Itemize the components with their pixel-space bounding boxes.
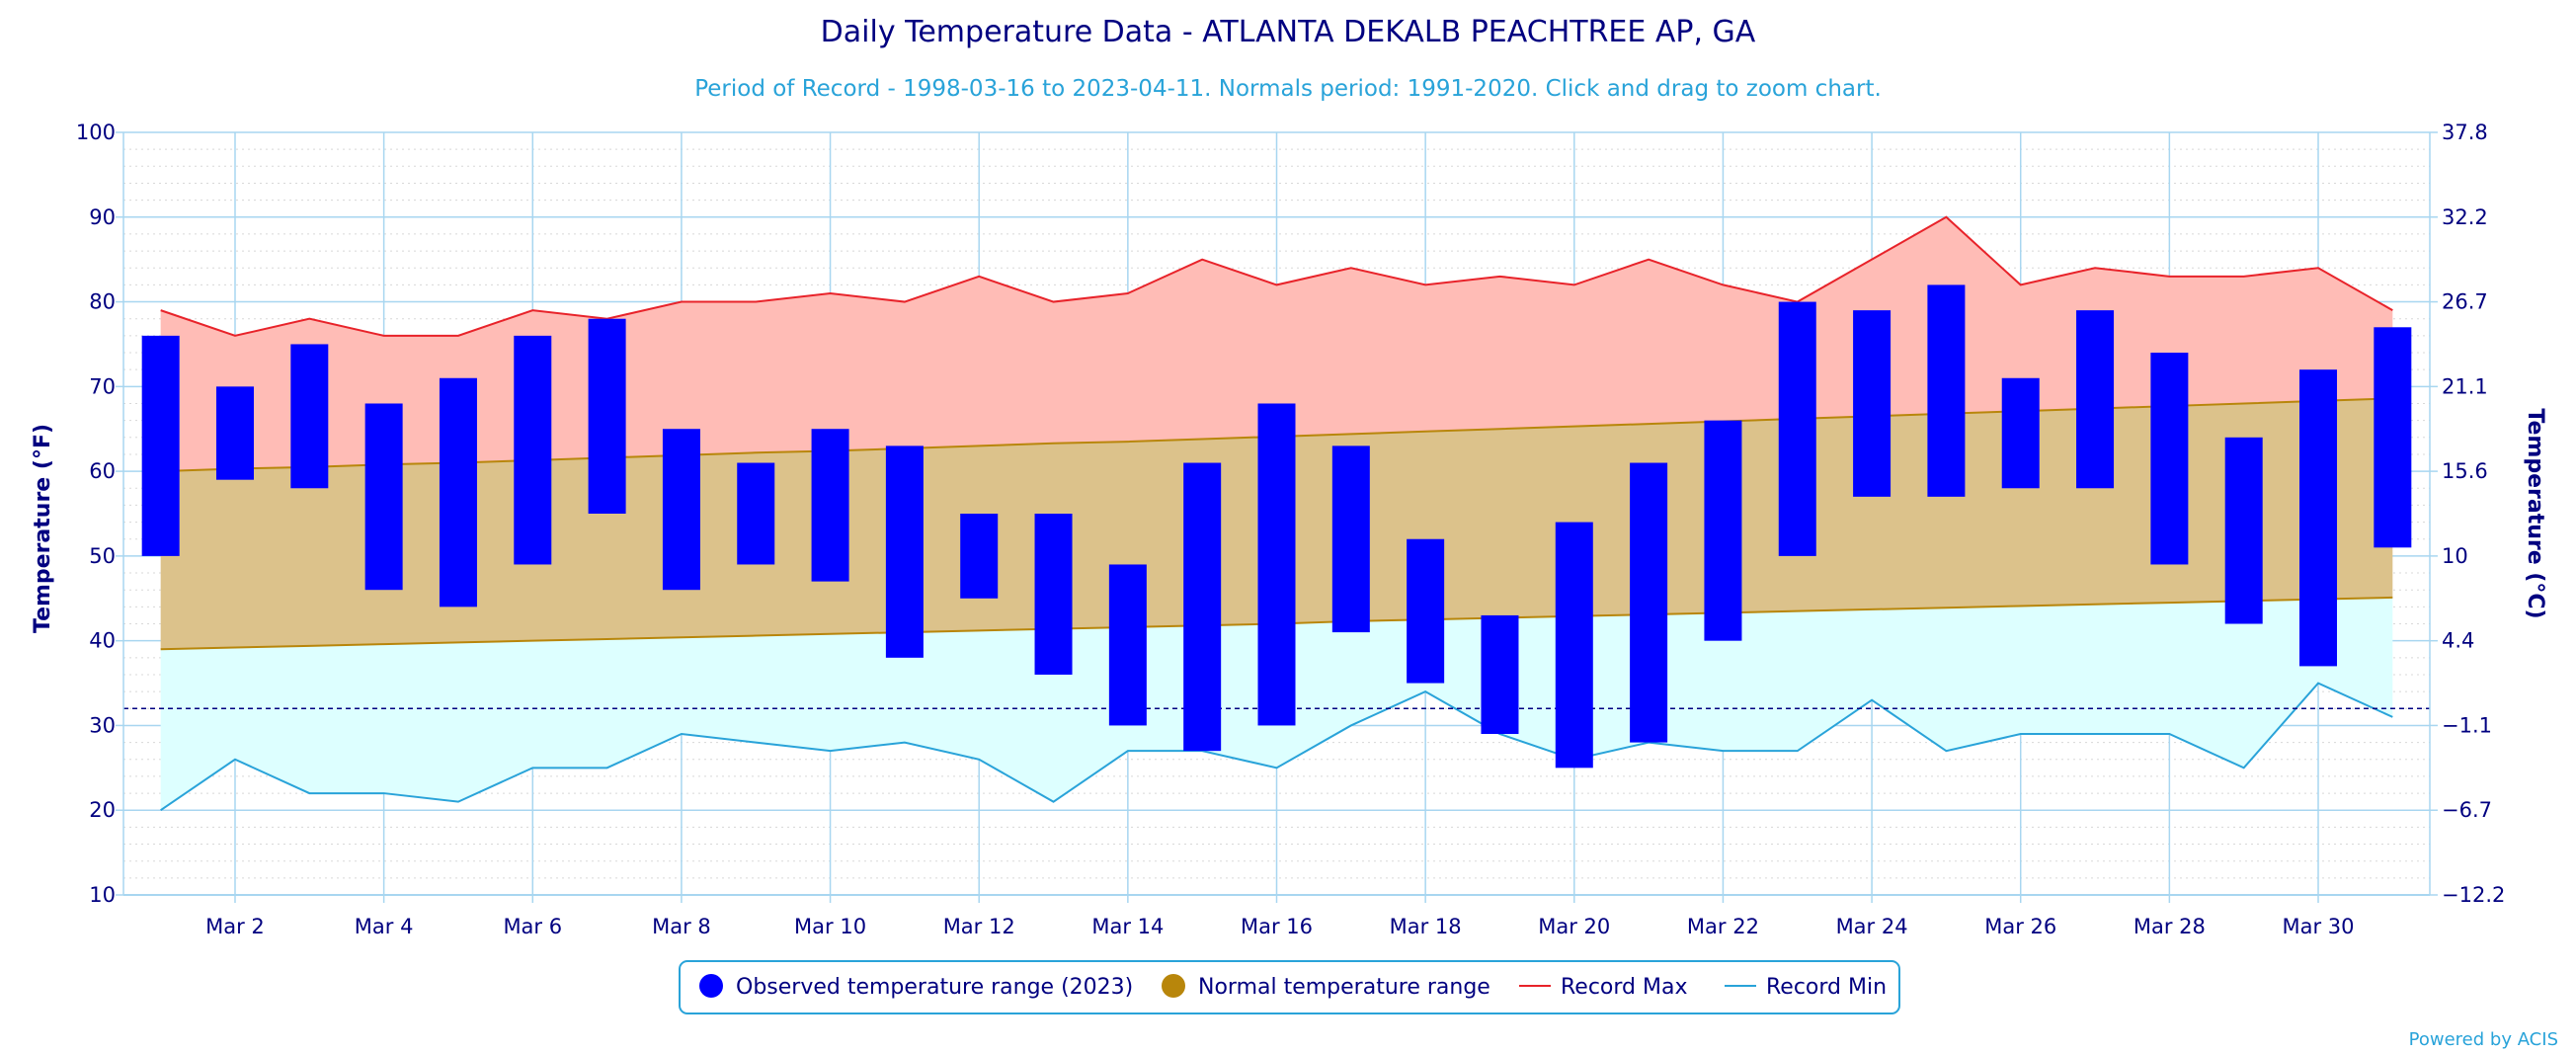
observed-bar <box>1555 522 1593 769</box>
observed-bar <box>885 446 924 658</box>
observed-bar <box>2001 377 2040 489</box>
x-tick-label: Mar 8 <box>652 915 711 938</box>
chart-subtitle: Period of Record - 1998-03-16 to 2023-04… <box>694 76 1882 102</box>
observed-bar <box>215 386 254 480</box>
observed-bar <box>2374 327 2412 548</box>
observed-bar <box>439 377 477 608</box>
y-tick-label: 90 <box>89 205 116 229</box>
y2-tick-label: 32.2 <box>2442 205 2488 229</box>
y-tick-label: 50 <box>89 544 116 568</box>
observed-bar <box>1108 564 1147 726</box>
observed-bar <box>2076 310 2115 489</box>
legend-normal-label: Normal temperature range <box>1198 975 1490 1000</box>
x-tick-label: Mar 10 <box>794 915 866 938</box>
record-max-area <box>160 216 2393 472</box>
y-tick-label: 20 <box>89 798 116 822</box>
x-tick-label: Mar 26 <box>1984 915 2056 938</box>
legend-box <box>679 960 1900 1014</box>
x-tick-label: Mar 4 <box>355 915 414 938</box>
y-axis-label-left: Temperature (°F) <box>31 424 55 633</box>
observed-bar <box>588 318 626 514</box>
observed-bar <box>2150 353 2189 565</box>
observed-bars <box>141 284 2412 769</box>
legend-item-normal[interactable]: Normal temperature range <box>1162 974 1490 1000</box>
observed-bar <box>811 429 849 582</box>
observed-bar <box>514 335 552 565</box>
legend-observed-label: Observed temperature range (2023) <box>736 975 1133 1000</box>
x-tick-label: Mar 20 <box>1538 915 1610 938</box>
observed-bar <box>2224 437 2263 624</box>
observed-bar <box>1927 284 1966 497</box>
observed-bar <box>1704 420 1742 641</box>
chart-title: Daily Temperature Data - ATLANTA DEKALB … <box>821 15 1756 49</box>
x-tick-label: Mar 16 <box>1241 915 1313 938</box>
x-tick-label: Mar 22 <box>1687 915 1759 938</box>
y2-tick-label: 21.1 <box>2442 374 2488 398</box>
x-tick-label: Mar 24 <box>1836 915 1908 938</box>
observed-bar <box>960 514 999 599</box>
legend-record-min-label: Record Min <box>1766 975 1887 1000</box>
credit-link[interactable]: Powered by ACIS <box>2409 1029 2558 1050</box>
observed-bar <box>737 462 775 565</box>
record-max-line <box>160 215 2393 337</box>
x-tick-label: Mar 12 <box>943 915 1015 938</box>
y2-tick-label: 10 <box>2442 544 2468 568</box>
legend-item-observed[interactable]: Observed temperature range (2023) <box>699 974 1133 1000</box>
observed-bar <box>1853 310 1892 497</box>
y2-tick-label: −6.7 <box>2442 798 2492 822</box>
y-tick-label: 60 <box>89 459 116 483</box>
legend-item-record-min[interactable]: Record Min <box>1725 975 1887 1000</box>
observed-bar <box>1630 462 1668 743</box>
observed-bar <box>1407 538 1445 684</box>
observed-bar <box>1778 301 1816 556</box>
x-tick-label: Mar 28 <box>2133 915 2206 938</box>
y2-tick-label: −1.1 <box>2442 713 2492 737</box>
x-tick-label: Mar 18 <box>1390 915 1462 938</box>
observed-bar <box>662 429 700 591</box>
y2-tick-label: −12.2 <box>2442 883 2505 907</box>
observed-bar <box>290 344 329 489</box>
legend-observed-marker <box>699 974 723 998</box>
observed-bar <box>2299 369 2338 667</box>
observed-bar <box>141 335 180 556</box>
observed-bar <box>1257 403 1296 726</box>
y2-tick-label: 26.7 <box>2442 290 2488 314</box>
x-tick-label: Mar 14 <box>1091 915 1164 938</box>
y2-tick-label: 15.6 <box>2442 459 2488 483</box>
x-tick-label: Mar 6 <box>503 915 562 938</box>
y-axis-label-right: Temperature (°C) <box>2523 408 2547 618</box>
legend-item-record-max[interactable]: Record Max <box>1519 975 1688 1000</box>
axes: 10 −12.2 20 −6.7 30 −1.1 40 4.4 50 10 60 15.6 70 21.1… <box>76 121 2505 938</box>
y-tick-label: 30 <box>89 713 116 737</box>
observed-bar <box>1034 514 1073 675</box>
record-min-line <box>160 682 2393 812</box>
observed-bar <box>1183 462 1222 752</box>
x-tick-label: Mar 30 <box>2283 915 2355 938</box>
observed-bar <box>1331 446 1370 633</box>
observed-bar <box>364 403 403 591</box>
y-tick-label: 10 <box>89 883 116 907</box>
y-tick-label: 100 <box>76 121 116 144</box>
legend-record-max-label: Record Max <box>1561 975 1688 1000</box>
x-tick-label: Mar 2 <box>205 915 265 938</box>
y-tick-label: 70 <box>89 374 116 398</box>
y2-tick-label: 4.4 <box>2442 629 2474 653</box>
y-tick-label: 80 <box>89 290 116 314</box>
y2-tick-label: 37.8 <box>2442 121 2488 144</box>
legend[interactable]: Observed temperature range (2023) Normal… <box>679 960 1900 1014</box>
y-tick-label: 40 <box>89 629 116 653</box>
legend-normal-marker <box>1162 974 1185 998</box>
observed-bar <box>1481 614 1519 735</box>
